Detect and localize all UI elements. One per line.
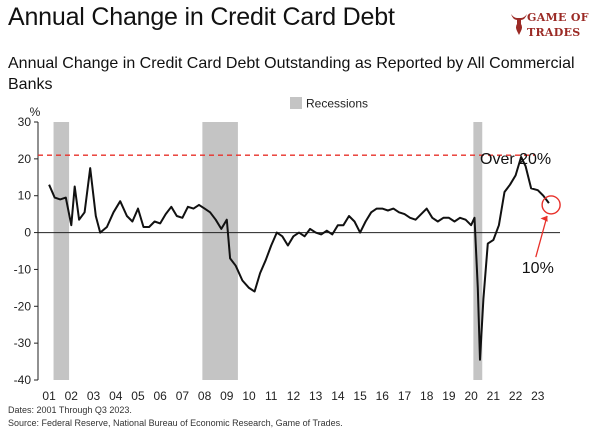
bull-head-icon [511,14,527,35]
x-tick-label: 01 [42,389,56,403]
y-tick-label: -10 [14,262,32,276]
footer-source: Source: Federal Reserve, National Bureau… [8,418,343,428]
recession-band [53,122,70,380]
x-tick-label: 14 [331,389,345,403]
y-tick-label: 20 [18,152,32,166]
recession-band [202,122,238,380]
x-tick-label: 04 [109,389,123,403]
x-tick-label: 23 [531,389,545,403]
x-tick-label: 03 [87,389,101,403]
x-tick-label: 09 [220,389,234,403]
brand-line-2: TRADES [527,26,581,39]
y-axis-unit: % [30,105,41,119]
chart-subtitle: Annual Change in Credit Card Debt Outsta… [8,55,575,93]
x-tick-label: 22 [509,389,523,403]
x-tick-label: 17 [398,389,412,403]
y-tick-label: 30 [18,115,32,129]
x-tick-label: 21 [487,389,501,403]
annotation-arrow [535,215,548,258]
y-tick-label: -40 [14,373,32,387]
footer-dates: Dates: 2001 Through Q3 2023. [8,405,132,415]
x-tick-label: 18 [420,389,434,403]
x-tick-label: 08 [198,389,212,403]
x-tick-label: 07 [176,389,190,403]
y-tick-label: 10 [18,189,32,203]
x-tick-label: 05 [131,389,145,403]
x-tick-label: 19 [442,389,456,403]
annotation-10-percent: 10% [522,260,554,277]
x-tick-label: 12 [287,389,301,403]
x-tick-label: 20 [464,389,478,403]
highlight-circle [541,195,561,215]
brand-logo: GAME OF TRADES [509,7,589,47]
brand-wordmark: GAME OF TRADES [527,10,589,40]
x-tick-label: 11 [265,389,278,403]
x-tick-label: 13 [309,389,323,403]
y-tick-label: 0 [24,226,31,240]
annotation-over-20: Over 20% [480,151,551,168]
brand-line-1: GAME OF [527,11,589,24]
recession-band [473,122,483,380]
x-tick-label: 15 [353,389,367,403]
x-tick-label: 10 [242,389,256,403]
y-tick-label: -20 [14,299,32,313]
x-tick-label: 06 [153,389,167,403]
chart-title: Annual Change in Credit Card Debt [8,3,395,31]
x-tick-label: 16 [376,389,390,403]
series-line [48,156,550,361]
x-tick-label: 02 [65,389,79,403]
legend-label: Recessions [306,97,368,111]
arrow-head [540,215,548,222]
y-tick-label: -30 [14,336,32,350]
legend-swatch [290,97,302,109]
